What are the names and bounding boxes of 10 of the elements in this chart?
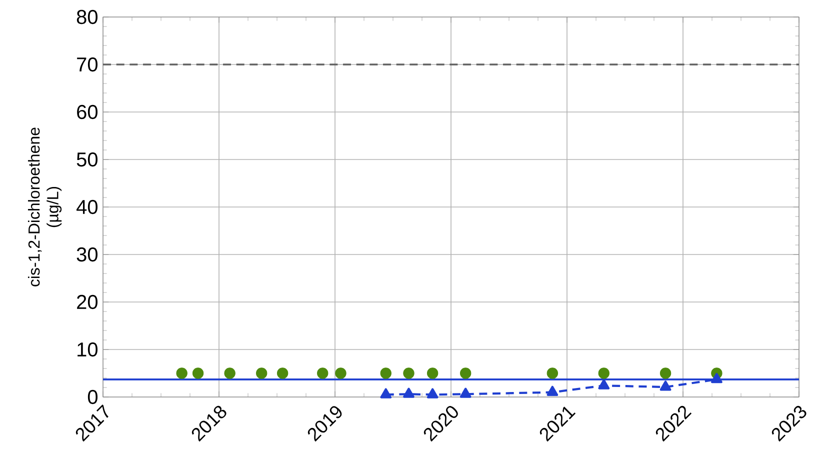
y-tick-label: 60: [77, 104, 98, 120]
y-tick-label: 10: [78, 342, 98, 357]
y-tick-label: 30: [76, 247, 98, 262]
y-tick-label: 80: [76, 10, 98, 24]
y-tick-label: 40: [76, 200, 98, 214]
y-tick-label: 0: [88, 390, 98, 404]
y-tick-label: 50: [76, 152, 98, 167]
y-tick-label: 70: [77, 57, 98, 72]
y-axis-title: cis-1,2-Dichloroethene (µg/L): [28, 128, 62, 286]
y-tick-label: 20: [77, 294, 98, 310]
